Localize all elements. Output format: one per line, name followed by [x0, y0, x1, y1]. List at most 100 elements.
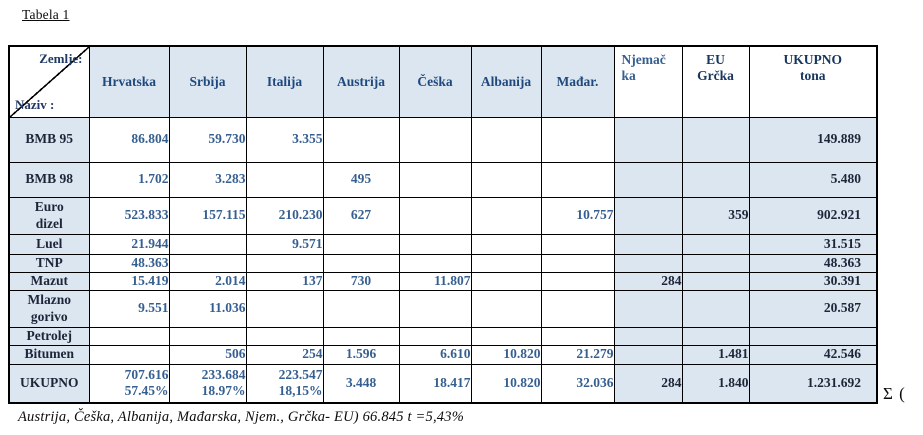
- table-cell: 1.481: [681, 344, 750, 365]
- column-header: Srbija: [168, 45, 247, 118]
- table-cell: [398, 326, 472, 346]
- table-cell: 48.363: [88, 253, 170, 273]
- row-label: BMB 95: [8, 116, 90, 163]
- table-cell: [470, 196, 542, 235]
- column-header: Hrvatska: [88, 45, 170, 118]
- table-cell: [245, 253, 324, 273]
- table-cell: [613, 116, 683, 163]
- table-cell: 1.840: [681, 363, 750, 404]
- table-cell: 210.230: [245, 196, 324, 235]
- table-cell: [245, 326, 324, 346]
- table-cell: [88, 344, 170, 365]
- table-cell: 21.944: [88, 233, 170, 255]
- table-cell: [613, 161, 683, 198]
- table-cell: [613, 233, 683, 255]
- table-cell: [681, 161, 750, 198]
- table-cell: [322, 253, 400, 273]
- row-label: Bitumen: [8, 344, 90, 365]
- table-cell: [168, 326, 247, 346]
- table-cell: [540, 271, 615, 291]
- footnote: Austrija, Češka, Albanija, Mađarska, Nje…: [18, 409, 464, 425]
- table-cell: 3.283: [168, 161, 247, 198]
- table-cell: 254: [245, 344, 324, 365]
- table-cell: 59.730: [168, 116, 247, 163]
- table-cell: [398, 253, 472, 273]
- column-header: Albanija: [470, 45, 542, 118]
- table-cell: 506: [168, 344, 247, 365]
- table-cell: [322, 326, 400, 346]
- row-label: Euro dizel: [8, 196, 90, 235]
- table-cell: 21.279: [540, 344, 615, 365]
- table-cell: [681, 326, 750, 346]
- table-cell: 11.036: [168, 289, 247, 328]
- table-cell: [681, 289, 750, 328]
- table-cell: [398, 161, 472, 198]
- table-cell: 3.448: [322, 363, 400, 404]
- table-cell: 707.616 57.45%: [88, 363, 170, 404]
- table-cell: [613, 253, 683, 273]
- column-header: Češka: [398, 45, 472, 118]
- table-cell: 48.363: [748, 253, 878, 273]
- table-cell: [540, 233, 615, 255]
- table-cell: [470, 253, 542, 273]
- table-cell: 30.391: [748, 271, 878, 291]
- column-header: Italija: [245, 45, 324, 118]
- row-label: BMB 98: [8, 161, 90, 198]
- table-cell: 1.596: [322, 344, 400, 365]
- table-cell: [470, 326, 542, 346]
- table-cell: 730: [322, 271, 400, 291]
- corner-header-cell: Zemlje: Naziv :: [8, 45, 90, 118]
- table-cell: [398, 116, 472, 163]
- column-header: EU Grčka: [681, 45, 750, 118]
- row-label: TNP: [8, 253, 90, 273]
- table-cell: [613, 289, 683, 328]
- table-cell: 495: [322, 161, 400, 198]
- table-cell: [681, 116, 750, 163]
- table-cell: [681, 253, 750, 273]
- row-label: Petrolej: [8, 326, 90, 346]
- table-cell: 137: [245, 271, 324, 291]
- table-cell: [681, 233, 750, 255]
- column-header: Mađar.: [540, 45, 615, 118]
- table-cell: [613, 326, 683, 346]
- table-cell: 5.480: [748, 161, 878, 198]
- table-cell: [322, 116, 400, 163]
- column-header: Austrija: [322, 45, 400, 118]
- table-cell: 86.804: [88, 116, 170, 163]
- table-cell: 10.820: [470, 363, 542, 404]
- table-cell: [470, 161, 542, 198]
- sigma-annotation: Σ (: [883, 384, 906, 403]
- table-cell: [681, 271, 750, 291]
- table-caption: Tabela 1: [22, 7, 70, 22]
- table-cell: 1.702: [88, 161, 170, 198]
- table-cell: [540, 253, 615, 273]
- table-cell: 9.571: [245, 233, 324, 255]
- table-cell: [470, 289, 542, 328]
- table-cell: 9.551: [88, 289, 170, 328]
- table-cell: 18.417: [398, 363, 472, 404]
- table-cell: 20.587: [748, 289, 878, 328]
- table-cell: 10.820: [470, 344, 542, 365]
- table-cell: 223.547 18,15%: [245, 363, 324, 404]
- table-cell: 233.684 18.97%: [168, 363, 247, 404]
- table-cell: 32.036: [540, 363, 615, 404]
- table-cell: 3.355: [245, 116, 324, 163]
- table-cell: 284: [613, 271, 683, 291]
- table-cell: 15.419: [88, 271, 170, 291]
- table-cell: 11.807: [398, 271, 472, 291]
- table-cell: 627: [322, 196, 400, 235]
- table-cell: [540, 161, 615, 198]
- table-cell: [398, 233, 472, 255]
- table-cell: [540, 116, 615, 163]
- table-cell: [470, 271, 542, 291]
- table-cell: 6.610: [398, 344, 472, 365]
- table-cell: 902.921: [748, 196, 878, 235]
- column-header: Njemač ka: [613, 45, 683, 118]
- table-cell: [398, 196, 472, 235]
- table-cell: [168, 233, 247, 255]
- table-cell: 523.833: [88, 196, 170, 235]
- table-cell: 149.889: [748, 116, 878, 163]
- data-table: Zemlje: Naziv : Hrvatska Srbija Italija Austr…: [8, 45, 878, 404]
- table-cell: [540, 326, 615, 346]
